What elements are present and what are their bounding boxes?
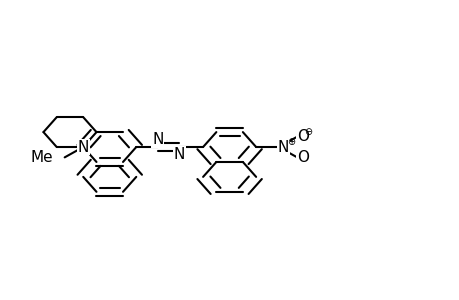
- Text: N: N: [78, 140, 89, 154]
- Text: N: N: [173, 147, 185, 162]
- Text: ⊕: ⊕: [287, 137, 295, 147]
- Text: O: O: [296, 150, 308, 165]
- Text: O: O: [296, 129, 308, 144]
- Text: N: N: [277, 140, 288, 154]
- Text: Me: Me: [31, 150, 53, 165]
- Text: ⊖: ⊖: [304, 127, 312, 137]
- Text: N: N: [152, 132, 163, 147]
